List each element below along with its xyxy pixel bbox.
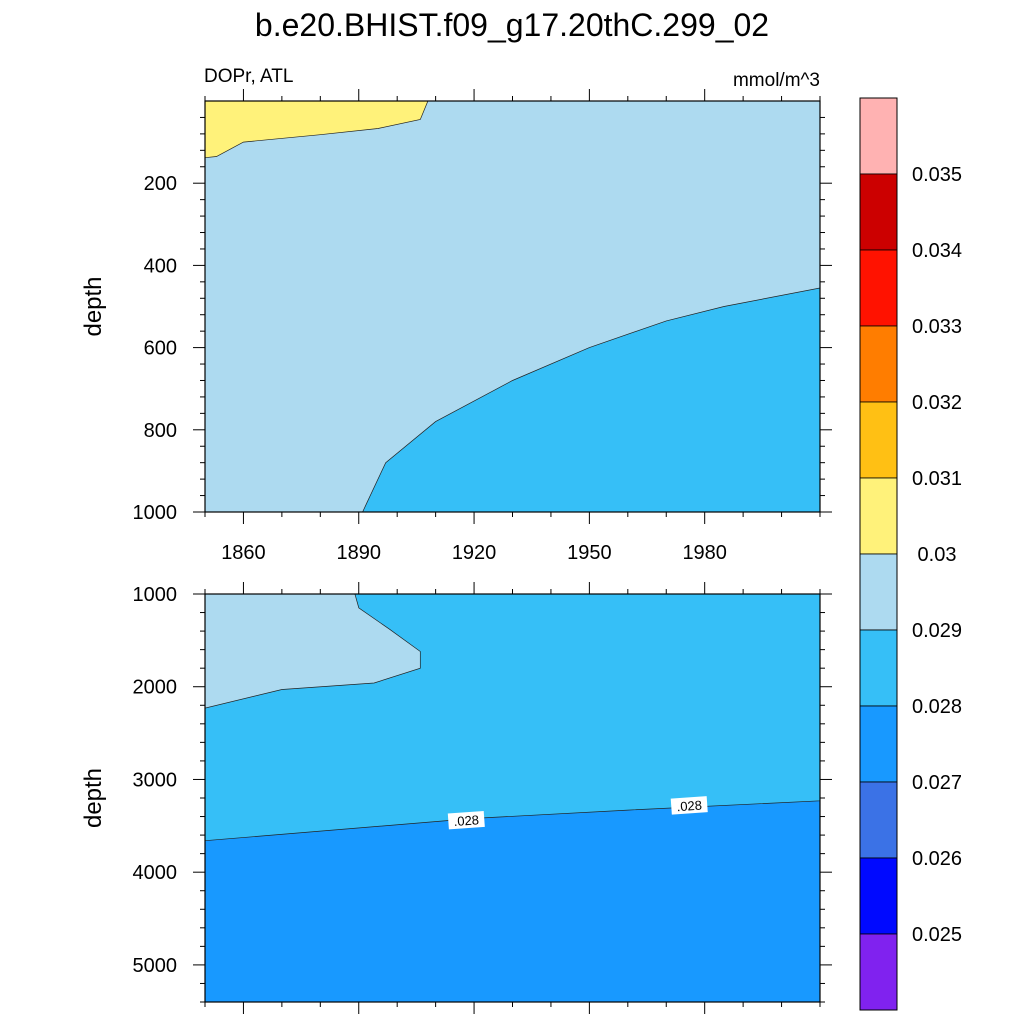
upper-region-0.03-0.031 (205, 101, 429, 159)
y-tick-label: 400 (144, 255, 177, 277)
colorbar-swatch (859, 933, 898, 1011)
upper-panel: 1860 1890 1920 1950 1980 200 400 600 800 1000 dept… (80, 89, 832, 564)
x-tick-label: 1920 (452, 542, 497, 564)
colorbar-label: 0.031 (912, 468, 962, 490)
colorbar-label: 0.025 (912, 924, 962, 946)
colorbar-label: 0.029 (912, 620, 962, 642)
panels: 1860 1890 1920 1950 1980 200 400 600 800 1000 dept… (80, 89, 832, 1014)
x-tick-label: 1980 (682, 542, 727, 564)
y-tick-label: 800 (144, 420, 177, 442)
colorbar-swatch (859, 401, 898, 479)
contour-label: .028 (676, 797, 702, 814)
colorbar-label: 0.028 (912, 696, 962, 718)
x-tick-label: 1890 (337, 542, 382, 564)
contour-label: .028 (453, 812, 479, 829)
y-axis-label: depth (80, 768, 107, 828)
colorbar: 0.035 0.034 0.033 0.032 0.031 0.03 0.029 0.028 0… (859, 97, 962, 1011)
colorbar-swatch (859, 97, 898, 175)
x-tick-label: 1950 (567, 542, 612, 564)
colorbar-swatch (859, 781, 898, 859)
colorbar-label: 0.032 (912, 392, 962, 414)
contour-label-box (670, 796, 708, 815)
colorbar-swatch (859, 705, 898, 783)
colorbar-swatch (859, 629, 898, 707)
colorbar-swatch (859, 249, 898, 327)
colorbar-swatch (859, 477, 898, 555)
colorbar-label: 0.03 (918, 544, 957, 566)
y-axis-label: depth (80, 276, 107, 336)
left-subtitle: DOPr, ATL (204, 66, 293, 87)
colorbar-swatch (859, 553, 898, 631)
colorbar-label: 0.034 (912, 240, 962, 262)
y-tick-label: 1000 (133, 584, 178, 606)
chart-title: b.e20.BHIST.f09_g17.20thC.299_02 (255, 7, 769, 43)
colorbar-label: 0.033 (912, 316, 962, 338)
colorbar-frame (859, 97, 898, 1011)
colorbar-swatch (859, 325, 898, 403)
y-tick-label: 200 (144, 173, 177, 195)
colorbar-label: 0.035 (912, 164, 962, 186)
units-subtitle: mmol/m^3 (733, 70, 820, 91)
colorbar-label: 0.026 (912, 848, 962, 870)
y-tick-label: 5000 (133, 955, 178, 977)
y-tick-label: 1000 (133, 502, 178, 524)
y-tick-label: 4000 (133, 862, 178, 884)
y-tick-label: 600 (144, 338, 177, 360)
y-tick-label: 2000 (133, 677, 178, 699)
lower-panel: .028 .028 1000 2000 3000 4000 5000 depth (80, 582, 832, 1014)
colorbar-swatch (859, 173, 898, 251)
colorbar-label: 0.027 (912, 772, 962, 794)
y-tick-label: 3000 (133, 769, 178, 791)
colorbar-swatch (859, 857, 898, 935)
x-tick-label: 1860 (221, 542, 266, 564)
lower-region-0.029-0.03 (205, 594, 421, 709)
upper-region-0.028-0.029 (362, 287, 820, 512)
contour-label-box (447, 810, 485, 830)
